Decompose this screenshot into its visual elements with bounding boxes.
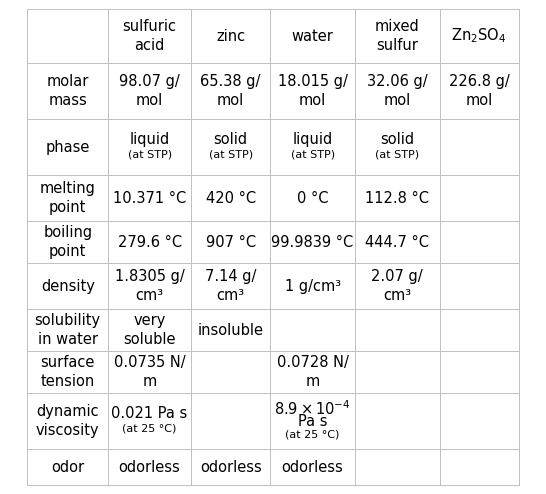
Text: Zn$_2$SO$_4$: Zn$_2$SO$_4$ [452,27,507,45]
Text: (at STP): (at STP) [290,149,335,159]
Text: 0 °C: 0 °C [297,191,328,206]
Text: $8.9\times10^{-4}$: $8.9\times10^{-4}$ [274,399,351,418]
Text: (at STP): (at STP) [375,149,419,159]
Text: 18.015 g/
mol: 18.015 g/ mol [278,74,347,108]
Text: (at STP): (at STP) [209,149,253,159]
Text: 0.0728 N/
m: 0.0728 N/ m [277,355,348,389]
Text: odorless: odorless [200,459,262,475]
Text: very
soluble: very soluble [123,313,176,347]
Text: melting
point: melting point [40,181,96,215]
Text: 226.8 g/
mol: 226.8 g/ mol [449,74,509,108]
Text: 65.38 g/
mol: 65.38 g/ mol [200,74,261,108]
Text: mixed
sulfur: mixed sulfur [375,19,419,53]
Text: surface
tension: surface tension [40,355,95,389]
Text: 1 g/cm³: 1 g/cm³ [284,279,341,293]
Text: water: water [292,29,334,43]
Text: solid: solid [213,132,248,147]
Text: 0.0735 N/
m: 0.0735 N/ m [114,355,186,389]
Text: odorless: odorless [282,459,343,475]
Text: 32.06 g/
mol: 32.06 g/ mol [367,74,428,108]
Text: solubility
in water: solubility in water [34,313,101,347]
Text: insoluble: insoluble [198,323,264,337]
Text: liquid: liquid [293,132,333,147]
Text: sulfuric
acid: sulfuric acid [123,19,176,53]
Text: 420 °C: 420 °C [206,191,256,206]
Text: molar
mass: molar mass [46,74,89,108]
Text: solid: solid [380,132,414,147]
Text: (at 25 °C): (at 25 °C) [286,429,340,440]
Text: 98.07 g/
mol: 98.07 g/ mol [119,74,180,108]
Text: 10.371 °C: 10.371 °C [113,191,186,206]
Text: phase: phase [45,139,90,155]
Text: 0.021 Pa s: 0.021 Pa s [111,406,188,421]
Text: 2.07 g/
cm³: 2.07 g/ cm³ [371,269,423,303]
Text: 7.14 g/
cm³: 7.14 g/ cm³ [205,269,257,303]
Text: dynamic
viscosity: dynamic viscosity [36,404,99,438]
Text: (at STP): (at STP) [128,149,171,159]
Text: liquid: liquid [129,132,170,147]
Text: 907 °C: 907 °C [206,235,256,249]
Text: 99.9839 °C: 99.9839 °C [271,235,354,249]
Text: 279.6 °C: 279.6 °C [117,235,182,249]
Text: 444.7 °C: 444.7 °C [365,235,429,249]
Text: zinc: zinc [216,29,245,43]
Text: 112.8 °C: 112.8 °C [365,191,429,206]
Text: 1.8305 g/
cm³: 1.8305 g/ cm³ [115,269,185,303]
Text: (at 25 °C): (at 25 °C) [122,423,177,433]
Text: density: density [41,279,94,293]
Text: boiling
point: boiling point [43,225,92,259]
Text: odorless: odorless [118,459,181,475]
Text: odor: odor [51,459,84,475]
Text: Pa s: Pa s [298,413,328,428]
